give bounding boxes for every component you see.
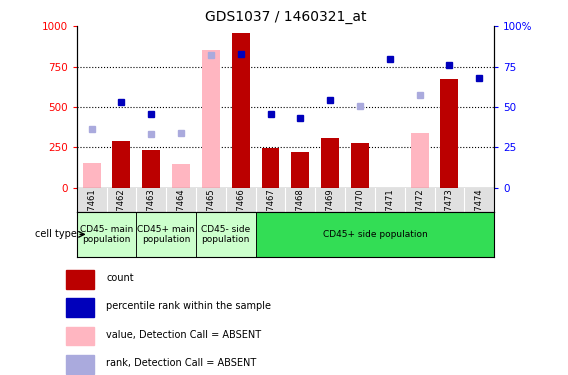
FancyBboxPatch shape (66, 355, 94, 374)
Text: value, Detection Call = ABSENT: value, Detection Call = ABSENT (106, 330, 261, 340)
Text: GSM37469: GSM37469 (325, 189, 335, 234)
Text: GSM37464: GSM37464 (177, 189, 186, 234)
Title: GDS1037 / 1460321_at: GDS1037 / 1460321_at (204, 10, 366, 24)
Text: GSM37462: GSM37462 (117, 189, 126, 234)
Text: GSM37471: GSM37471 (385, 189, 394, 234)
Text: CD45+ main
population: CD45+ main population (137, 225, 195, 244)
Bar (83, 162, 101, 188)
Text: count: count (106, 273, 133, 283)
Text: GSM37463: GSM37463 (147, 189, 156, 234)
Bar (202, 51, 220, 188)
Text: GSM37472: GSM37472 (415, 189, 424, 234)
Bar (196, 212, 256, 257)
Text: GSM37467: GSM37467 (266, 189, 275, 234)
Bar (261, 148, 279, 188)
Bar (232, 33, 250, 188)
Bar (411, 134, 428, 188)
Text: cell type: cell type (35, 230, 77, 239)
Text: GSM37470: GSM37470 (356, 189, 365, 234)
Bar (441, 80, 458, 188)
Bar (256, 212, 494, 257)
Text: GSM37474: GSM37474 (475, 189, 484, 234)
Bar (351, 143, 369, 188)
Bar (77, 212, 136, 257)
FancyBboxPatch shape (66, 298, 94, 317)
Text: percentile rank within the sample: percentile rank within the sample (106, 302, 271, 312)
Text: GSM37461: GSM37461 (87, 189, 96, 234)
Bar (142, 150, 160, 188)
Bar (321, 138, 339, 188)
Text: CD45- side
population: CD45- side population (201, 225, 250, 244)
Text: GSM37468: GSM37468 (296, 189, 305, 234)
Bar (112, 141, 130, 188)
Bar (136, 212, 196, 257)
FancyBboxPatch shape (66, 327, 94, 345)
Bar (172, 164, 190, 188)
Text: CD45+ side population: CD45+ side population (323, 230, 427, 239)
Text: GSM37466: GSM37466 (236, 189, 245, 234)
Text: GSM37465: GSM37465 (206, 189, 215, 234)
Text: CD45- main
population: CD45- main population (80, 225, 133, 244)
FancyBboxPatch shape (66, 270, 94, 289)
Bar (291, 152, 309, 188)
Text: GSM37473: GSM37473 (445, 189, 454, 234)
Text: rank, Detection Call = ABSENT: rank, Detection Call = ABSENT (106, 358, 256, 368)
